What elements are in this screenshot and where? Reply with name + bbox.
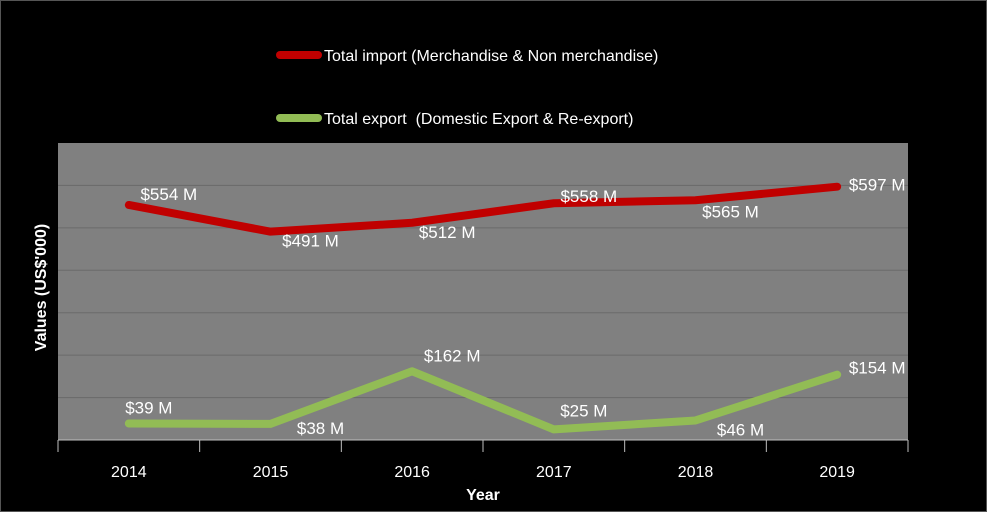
data-label: $39 M bbox=[125, 398, 172, 417]
series-lines bbox=[124, 182, 842, 434]
data-label: $597 M bbox=[849, 176, 906, 195]
y-axis-title: Values (US$'000) bbox=[33, 224, 50, 351]
data-label: $38 M bbox=[297, 419, 344, 438]
x-axis-title: Year bbox=[466, 487, 500, 504]
data-label: $565 M bbox=[702, 202, 759, 221]
x-tick-label: 2014 bbox=[111, 464, 147, 481]
legend-label: Total export (Domestic Export & Re-expor… bbox=[324, 111, 633, 128]
x-tick-label: 2019 bbox=[819, 464, 855, 481]
data-labels: $554 M $491 M $512 M $558 M $565 M $597 M $39 … bbox=[125, 176, 905, 440]
x-tick-label: 2017 bbox=[536, 464, 572, 481]
data-label: $46 M bbox=[717, 420, 764, 439]
data-label: $154 M bbox=[849, 359, 906, 378]
x-tick-label: 2018 bbox=[678, 464, 714, 481]
export-series-line bbox=[124, 367, 842, 434]
data-label: $491 M bbox=[282, 232, 339, 251]
data-label: $162 M bbox=[424, 346, 481, 365]
legend: Total import (Merchandise & Non merchand… bbox=[276, 48, 658, 128]
axes: 2014 2015 2016 2017 2018 2019 bbox=[57, 439, 909, 481]
data-label: $558 M bbox=[560, 187, 617, 206]
data-label: $512 M bbox=[419, 223, 476, 242]
data-label: $25 M bbox=[560, 401, 607, 420]
data-label: $554 M bbox=[140, 185, 197, 204]
gridlines bbox=[58, 184, 908, 399]
import-series-line bbox=[124, 182, 842, 236]
x-tick-label: 2015 bbox=[253, 464, 289, 481]
legend-label: Total import (Merchandise & Non merchand… bbox=[324, 48, 658, 65]
x-tick-label: 2016 bbox=[394, 464, 430, 481]
